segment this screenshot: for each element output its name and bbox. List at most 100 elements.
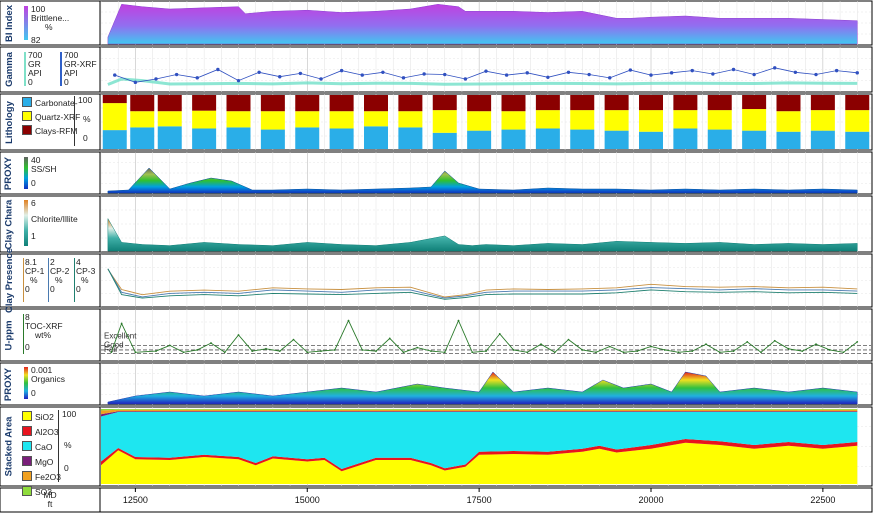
- track-frame: [0, 406, 873, 487]
- lithology-bar-quartz-xrf: [673, 110, 698, 129]
- track-title-uppm: U-ppm: [3, 319, 15, 351]
- x-tick-label: 12500: [123, 495, 148, 505]
- stack-sio2: [101, 442, 858, 484]
- x-tick-label: 22500: [810, 495, 835, 505]
- lithology-bar-carbonate-: [501, 129, 526, 149]
- lithology-scale-line: [74, 96, 75, 146]
- grxrf-point: [257, 70, 261, 74]
- cp-line-cp-2: [107, 268, 858, 299]
- lithology-bar-clays-rfm: [604, 95, 629, 111]
- toc-point: [595, 351, 597, 354]
- grxrf-point: [525, 71, 529, 75]
- toc-point: [471, 351, 474, 354]
- lithology-bar-clays-rfm: [226, 95, 251, 112]
- lithology-bar-clays-rfm: [639, 95, 663, 111]
- lithology-bar-carbonate-: [260, 129, 285, 149]
- lithology-bar-carbonate-: [845, 131, 870, 149]
- lithology-bar-carbonate-: [570, 129, 595, 149]
- toc-point: [457, 319, 460, 322]
- grxrf-point: [195, 76, 199, 80]
- toc-point: [182, 351, 185, 354]
- toc-point: [443, 351, 446, 354]
- bi-area: [107, 4, 858, 45]
- lithology-bar-carbonate-: [604, 130, 629, 149]
- lithology-bar-clays-rfm: [707, 95, 732, 111]
- stacked-scale-line: [58, 410, 59, 482]
- grxrf-point: [154, 77, 158, 81]
- grxrf-point: [174, 72, 179, 77]
- lithology-bar-quartz-xrf: [467, 111, 492, 131]
- grxrf-point: [319, 77, 323, 81]
- cp-line-cp-3: [107, 268, 858, 300]
- grxrf-point: [731, 67, 736, 72]
- toc-point: [196, 349, 199, 351]
- track-title-bi: BI Index: [3, 4, 15, 42]
- toc-point: [416, 346, 419, 349]
- toc-point: [677, 351, 680, 354]
- lithology-bar-carbonate-: [130, 127, 155, 149]
- track-title-proxy-organics: PROXY: [3, 367, 15, 401]
- grxrf-point: [628, 68, 633, 72]
- lithology-bar-clays-rfm: [157, 95, 182, 112]
- grxrf-point: [216, 67, 220, 72]
- stack-cao: [101, 412, 858, 469]
- lithology-bar-carbonate-: [673, 128, 698, 149]
- toc-point: [320, 350, 322, 352]
- chlorite-illite-colorbar: [24, 200, 28, 246]
- toc-point: [553, 351, 556, 354]
- toc-point: [815, 343, 817, 346]
- toc-point: [746, 341, 749, 343]
- toc-point: [567, 338, 570, 341]
- toc-point: [134, 351, 137, 354]
- grxrf-legend-bar: [60, 52, 62, 86]
- grxrf-point: [690, 68, 694, 73]
- cp1-legend: 8.1 CP-1 % 0: [25, 257, 45, 294]
- toc-point: [760, 351, 762, 354]
- organics-area: [107, 371, 858, 405]
- lithology-bar-clays-rfm: [192, 95, 217, 111]
- toc-point: [787, 347, 790, 350]
- lithology-bar-carbonate-: [639, 131, 663, 149]
- grxrf-point: [278, 75, 282, 79]
- lithology-bar-clays-rfm: [432, 95, 457, 111]
- toc-point: [278, 350, 281, 352]
- lithology-bar-clays-rfm: [130, 95, 155, 112]
- chlorite-illite-legend: 6 Chlorite/Illite 1: [31, 198, 78, 241]
- stack-so3: [101, 409, 858, 411]
- lithology-bar-quartz-xrf: [130, 111, 155, 128]
- grxrf-point: [401, 76, 406, 80]
- lithology-bar-quartz-xrf: [501, 111, 526, 130]
- grxrf-point: [814, 72, 818, 77]
- stack-mgo: [101, 411, 858, 417]
- lithology-bar-clays-rfm: [776, 95, 801, 112]
- stack-fe2o3: [101, 409, 858, 415]
- toc-point: [485, 350, 487, 352]
- mgo-swatch: [22, 456, 32, 466]
- lithology-bar-clays-rfm: [501, 95, 526, 112]
- lithology-bar-quartz-xrf: [742, 109, 767, 131]
- toc-point: [842, 351, 845, 354]
- lithology-bar-clays-rfm: [673, 95, 698, 111]
- lithology-bar-quartz-xrf: [810, 110, 835, 131]
- track-frame: [0, 253, 873, 308]
- lithology-bar-clays-rfm: [260, 95, 285, 112]
- track-frame: [0, 93, 873, 151]
- track-title-clay-chara: Clay Chara: [3, 199, 15, 249]
- cp2-legend: 2 CP-2 % 0: [50, 257, 70, 294]
- track-frame: [0, 0, 873, 46]
- toc-point: [251, 350, 254, 352]
- track-frame: [0, 46, 873, 93]
- grxrf-legend: 700 GR-XRF API 0: [64, 50, 97, 87]
- track-frame: [0, 195, 873, 253]
- ss-sh-area: [107, 167, 858, 194]
- lithology-bar-quartz-xrf: [535, 110, 560, 129]
- track-title-gamma: Gamma: [3, 52, 15, 87]
- toc-point: [691, 350, 694, 352]
- toc-zone-label: Fair: [104, 345, 118, 354]
- lithology-bar-clays-rfm: [295, 95, 320, 112]
- grxrf-point: [566, 70, 571, 74]
- toc-point: [292, 338, 295, 341]
- lithology-bar-quartz-xrf: [604, 110, 629, 131]
